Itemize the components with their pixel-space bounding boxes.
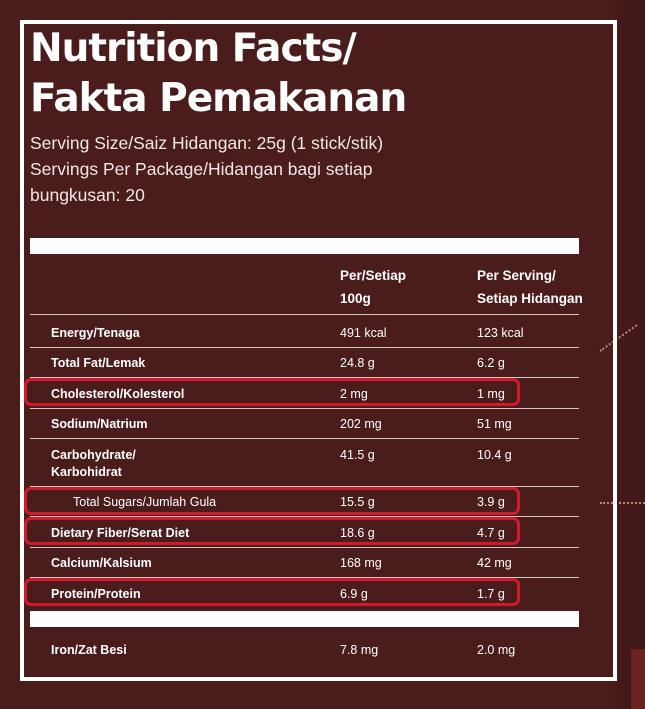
nutrient-cholesterol-serving: 1 mg <box>477 387 505 401</box>
table-divider <box>30 314 579 315</box>
serving-info: Serving Size/Saiz Hidangan: 25g (1 stick… <box>30 130 500 208</box>
highlight-box-cholesterol <box>24 378 520 406</box>
nutrient-total-fat-label: Total Fat/Lemak <box>51 356 146 370</box>
table-divider <box>30 408 579 409</box>
table-divider <box>30 347 579 348</box>
table-divider <box>30 438 579 439</box>
table-divider <box>30 547 579 548</box>
highlight-box-dietary-fiber <box>24 517 520 545</box>
background-corner-accent <box>631 649 645 709</box>
column-header-per-serving-line-2: Setiap Hidangan <box>477 291 583 306</box>
servings-per-package-line-2: bungkusan: 20 <box>30 185 145 205</box>
nutrient-carbohydrate-label: Carbohydrate/ Karbohidrat <box>51 447 136 481</box>
nutrient-iron-serving: 2.0 mg <box>477 643 516 657</box>
table-divider <box>30 377 579 378</box>
nutrient-energy-per100: 491 kcal <box>340 326 387 340</box>
title-line-1: Nutrition Facts/ <box>30 26 357 71</box>
nutrient-cholesterol-label: Cholesterol/Kolesterol <box>51 387 185 401</box>
nutrient-carbohydrate-serving: 10.4 g <box>477 448 512 462</box>
nutrient-total-fat-per100: 24.8 g <box>340 356 375 370</box>
nutrient-energy-serving: 123 kcal <box>477 326 524 340</box>
table-divider <box>30 516 579 517</box>
nutrient-carbohydrate-label-line-2: Karbohidrat <box>51 465 122 479</box>
nutrient-dietary-fiber-per100: 18.6 g <box>340 526 375 540</box>
nutrient-protein-label: Protein/Protein <box>51 587 141 601</box>
highlight-box-total-sugars <box>24 487 520 515</box>
servings-per-package-line-1: Servings Per Package/Hidangan bagi setia… <box>30 159 373 179</box>
highlight-box-protein <box>24 578 520 606</box>
column-header-per-100g: Per/Setiap 100g <box>340 264 406 310</box>
nutrition-panel <box>20 20 617 681</box>
nutrient-sodium-per100: 202 mg <box>340 417 382 431</box>
nutrient-protein-per100: 6.9 g <box>340 587 368 601</box>
nutrient-calcium-label: Calcium/Kalsium <box>51 556 152 570</box>
nutrient-protein-serving: 1.7 g <box>477 587 505 601</box>
column-header-per-100g-line-1: Per/Setiap <box>340 268 407 283</box>
nutrient-total-fat-serving: 6.2 g <box>477 356 505 370</box>
nutrient-carbohydrate-per100: 41.5 g <box>340 448 375 462</box>
title-line-2: Fakta Pemakanan <box>30 76 407 121</box>
background-shade <box>605 0 645 709</box>
nutrient-total-sugars-label: Total Sugars/Jumlah Gula <box>73 495 217 509</box>
nutrient-iron-per100: 7.8 mg <box>340 643 379 657</box>
table-divider <box>30 577 579 578</box>
column-header-per-100g-line-2: 100g <box>340 291 371 306</box>
column-header-per-serving: Per Serving/ Setiap Hidangan <box>477 264 583 310</box>
nutrient-dietary-fiber-label: Dietary Fiber/Serat Diet <box>51 526 190 540</box>
nutrient-energy-label: Energy/Tenaga <box>51 326 140 340</box>
separator-bar-top <box>30 238 579 254</box>
nutrient-calcium-serving: 42 mg <box>477 556 512 570</box>
nutrient-sodium-label: Sodium/Natrium <box>51 417 148 431</box>
nutrient-iron-label: Iron/Zat Besi <box>51 643 127 657</box>
nutrient-sodium-serving: 51 mg <box>477 417 512 431</box>
nutrition-title: Nutrition Facts/ Fakta Pemakanan <box>30 24 450 124</box>
nutrient-calcium-per100: 168 mg <box>340 556 382 570</box>
serving-size: Serving Size/Saiz Hidangan: 25g (1 stick… <box>30 133 384 153</box>
table-divider <box>30 486 579 487</box>
nutrient-total-sugars-per100: 15.5 g <box>340 495 375 509</box>
nutrient-dietary-fiber-serving: 4.7 g <box>477 526 505 540</box>
separator-bar-bottom <box>30 611 579 627</box>
pointer-dotted-line-middle <box>600 502 645 504</box>
nutrient-cholesterol-per100: 2 mg <box>340 387 368 401</box>
nutrient-carbohydrate-label-line-1: Carbohydrate/ <box>51 448 136 462</box>
column-header-per-serving-line-1: Per Serving/ <box>477 268 556 283</box>
nutrient-total-sugars-serving: 3.9 g <box>477 495 505 509</box>
